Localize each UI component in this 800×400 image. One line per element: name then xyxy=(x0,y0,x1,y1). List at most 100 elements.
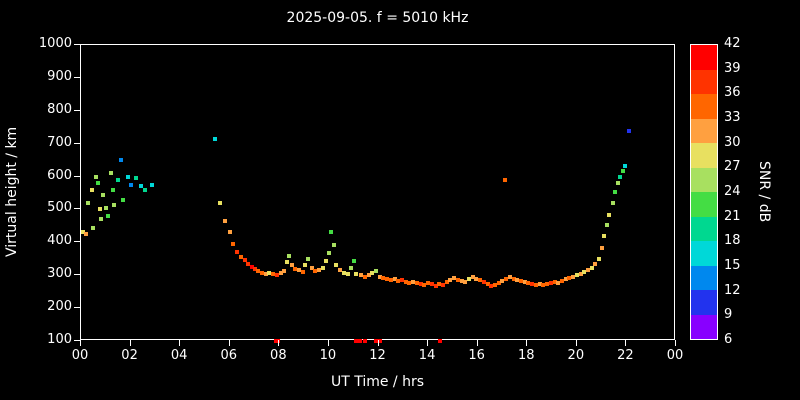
data-point xyxy=(470,274,475,279)
data-point xyxy=(246,261,251,266)
data-point xyxy=(227,230,232,235)
data-point xyxy=(537,281,542,286)
data-point xyxy=(287,254,292,259)
data-point xyxy=(366,273,371,278)
data-point xyxy=(526,281,531,286)
data-point xyxy=(276,339,281,343)
data-point xyxy=(437,281,442,286)
data-point xyxy=(118,158,123,163)
data-point xyxy=(111,187,116,192)
data-point xyxy=(126,174,131,179)
x-axis-tick xyxy=(327,340,329,346)
data-point xyxy=(452,275,457,280)
data-point xyxy=(267,270,272,275)
data-point xyxy=(463,279,468,284)
data-point xyxy=(599,246,604,251)
data-point xyxy=(466,276,471,281)
data-point xyxy=(556,281,561,286)
data-point xyxy=(83,232,88,237)
x-axis-tick-label: 00 xyxy=(666,348,684,363)
data-point xyxy=(289,262,294,267)
data-point xyxy=(259,270,264,275)
data-point xyxy=(370,270,375,275)
y-axis-tick-label: 800 xyxy=(47,101,72,117)
data-point xyxy=(489,284,494,289)
data-point xyxy=(388,278,393,283)
x-axis-tick-label: 04 xyxy=(170,348,188,363)
data-point xyxy=(354,339,359,343)
data-point xyxy=(626,128,631,133)
data-point xyxy=(418,282,423,287)
data-point xyxy=(571,274,576,279)
colorbar-tick-label: 24 xyxy=(724,184,741,199)
data-point xyxy=(374,339,379,343)
data-point xyxy=(403,279,408,284)
colorbar-segment xyxy=(691,167,717,192)
data-point xyxy=(559,279,564,284)
data-point xyxy=(103,205,108,210)
x-axis-label: UT Time / hrs xyxy=(330,374,425,390)
y-axis-tick-label: 900 xyxy=(47,68,72,84)
data-point xyxy=(623,164,628,169)
data-point xyxy=(396,279,401,284)
data-point xyxy=(597,256,602,261)
data-point xyxy=(235,250,240,255)
colorbar xyxy=(690,44,718,340)
data-point xyxy=(242,258,247,263)
colorbar-tick-label: 18 xyxy=(724,233,741,249)
colorbar-tick-label: 21 xyxy=(724,208,741,224)
colorbar-tick-label: 39 xyxy=(724,60,741,76)
data-point xyxy=(493,283,498,288)
colorbar-tick-label: 30 xyxy=(724,134,741,150)
colorbar-tick-label: 27 xyxy=(724,159,741,175)
data-point xyxy=(504,276,509,281)
x-axis-tick-label: 02 xyxy=(121,348,138,363)
data-point xyxy=(324,259,329,264)
data-point xyxy=(440,283,445,288)
data-point xyxy=(433,283,438,288)
data-point xyxy=(133,176,138,181)
data-point xyxy=(274,272,279,277)
data-point xyxy=(329,230,334,235)
data-point xyxy=(567,275,572,280)
data-point xyxy=(273,339,278,343)
data-point xyxy=(615,181,620,186)
y-axis-tick-label: 700 xyxy=(47,134,72,150)
plot-area xyxy=(80,44,675,343)
data-point xyxy=(500,279,505,284)
data-point xyxy=(459,279,464,284)
data-point xyxy=(357,339,362,343)
y-axis-tick-label: 400 xyxy=(47,233,72,249)
data-point xyxy=(362,339,367,343)
data-point xyxy=(426,281,431,286)
colorbar-segment xyxy=(691,118,717,143)
x-axis-tick xyxy=(526,340,528,346)
data-point xyxy=(106,214,111,219)
data-point xyxy=(121,197,126,202)
data-point xyxy=(444,279,449,284)
data-point xyxy=(515,277,520,282)
data-point xyxy=(574,273,579,278)
data-point xyxy=(593,261,598,266)
data-point xyxy=(231,241,236,246)
data-point xyxy=(377,339,382,343)
colorbar-segment xyxy=(691,192,717,217)
data-point xyxy=(578,271,583,276)
data-point xyxy=(392,276,397,281)
colorbar-segment xyxy=(691,290,717,315)
data-point xyxy=(359,273,364,278)
data-point xyxy=(149,182,154,187)
y-axis-tick xyxy=(74,76,80,78)
colorbar-tick-label: 42 xyxy=(724,36,741,51)
data-point xyxy=(438,339,443,343)
data-point xyxy=(582,269,587,274)
data-point xyxy=(98,217,103,222)
y-axis-tick xyxy=(74,274,80,276)
data-point xyxy=(385,277,390,282)
data-point xyxy=(320,265,325,270)
colorbar-tick-label: 33 xyxy=(724,110,741,125)
data-point xyxy=(309,265,314,270)
data-point xyxy=(414,281,419,286)
y-axis-tick xyxy=(74,307,80,309)
